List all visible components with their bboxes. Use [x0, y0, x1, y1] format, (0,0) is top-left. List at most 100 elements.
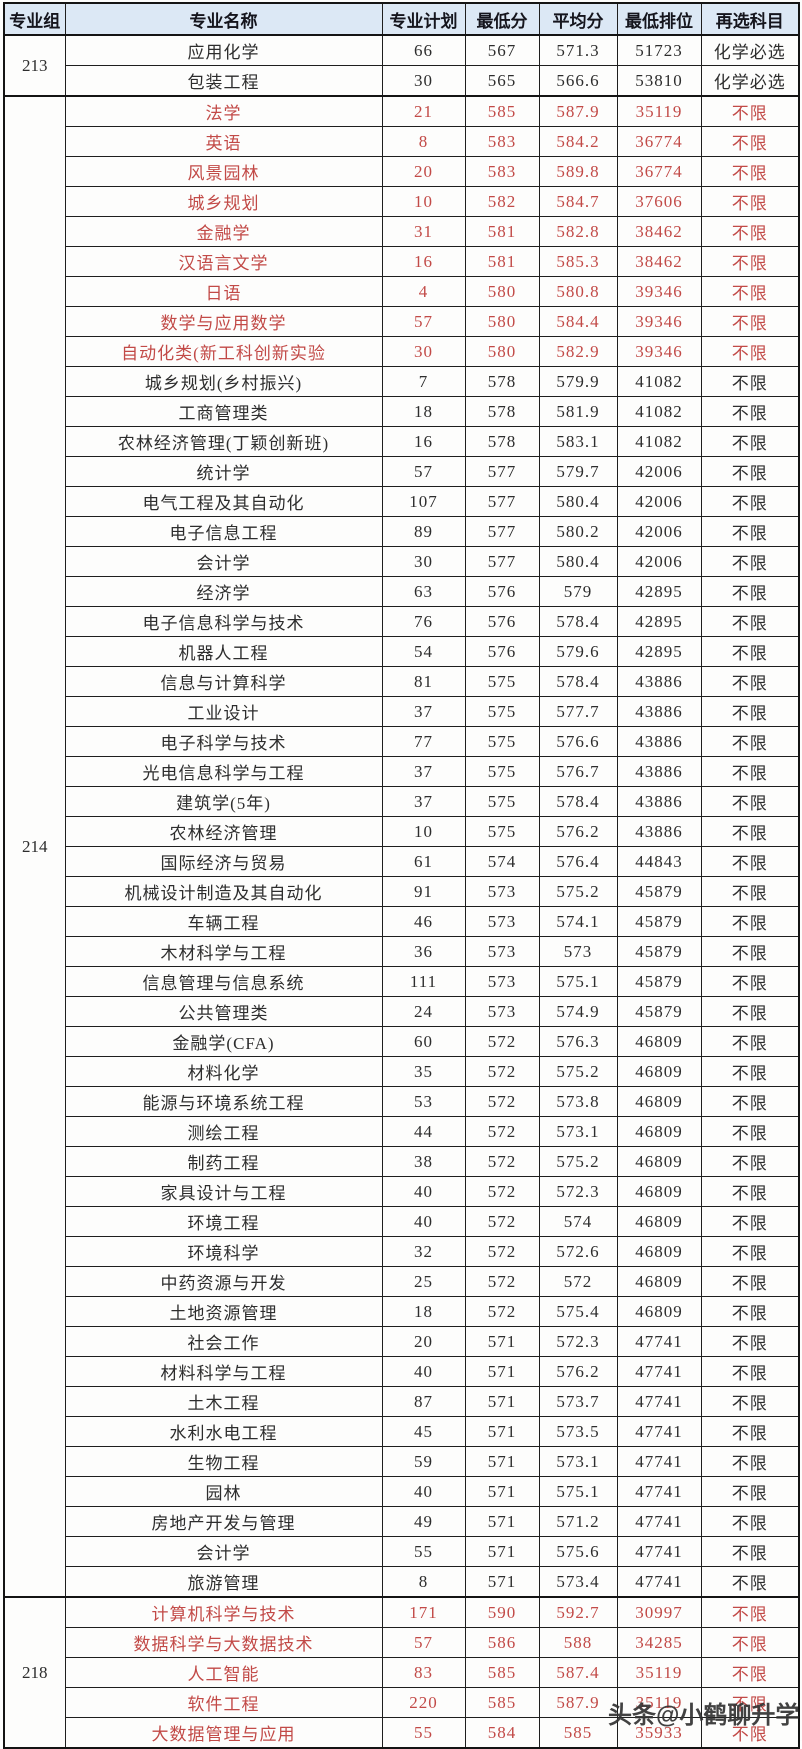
- cell-min-score: 571: [464, 1536, 540, 1567]
- cell-subject: 不限: [700, 126, 800, 157]
- cell-min-rank: 46809: [616, 1056, 702, 1087]
- column-header-group: 专业组: [3, 2, 66, 36]
- cell-major: 社会工作: [64, 1326, 383, 1357]
- cell-avg-score: 589.8: [538, 156, 618, 187]
- cell-avg-score: 573: [538, 936, 618, 967]
- cell-min-score: 578: [464, 366, 540, 397]
- cell-plan: 40: [381, 1476, 466, 1507]
- cell-min-rank: 42895: [616, 636, 702, 667]
- table-body: 213 应用化学 66 567 571.3 51723 化学必选 包装工程 30 565 566.6…: [3, 34, 800, 1749]
- cell-major: 人工智能: [64, 1657, 383, 1688]
- cell-plan: 55: [381, 1717, 466, 1749]
- cell-major: 机器人工程: [64, 636, 383, 667]
- cell-plan: 87: [381, 1386, 466, 1417]
- cell-min-rank: 42006: [616, 546, 702, 577]
- cell-subject: 不限: [700, 1566, 800, 1598]
- cell-min-rank: 46809: [616, 1296, 702, 1327]
- cell-plan: 49: [381, 1506, 466, 1537]
- cell-plan: 20: [381, 1326, 466, 1357]
- cell-min-score: 577: [464, 516, 540, 547]
- table-row: 人工智能 83 585 587.4 35119 不限: [4, 1657, 800, 1688]
- table-row: 213 应用化学 66 567 571.3 51723 化学必选: [3, 34, 800, 97]
- group-id-cell: 213: [3, 34, 66, 97]
- cell-min-rank: 47741: [616, 1566, 702, 1598]
- cell-plan: 8: [381, 1566, 466, 1598]
- cell-min-score: 572: [464, 1266, 540, 1297]
- cell-avg-score: 587.9: [538, 95, 618, 127]
- cell-min-rank: 34285: [616, 1627, 702, 1658]
- cell-subject: 不限: [700, 1146, 800, 1177]
- cell-avg-score: 575.4: [538, 1296, 618, 1327]
- cell-min-score: 585: [464, 1687, 540, 1718]
- cell-avg-score: 572: [538, 1266, 618, 1297]
- cell-major: 软件工程: [64, 1687, 383, 1718]
- cell-avg-score: 574.9: [538, 996, 618, 1027]
- cell-min-rank: 47741: [616, 1326, 702, 1357]
- cell-min-rank: 47741: [616, 1476, 702, 1507]
- cell-min-score: 577: [464, 456, 540, 487]
- cell-plan: 220: [381, 1687, 466, 1718]
- table-row: 数据科学与大数据技术 57 586 588 34285 不限: [4, 1627, 800, 1658]
- cell-major: 环境科学: [64, 1236, 383, 1267]
- cell-min-rank: 43886: [616, 726, 702, 757]
- cell-avg-score: 584.4: [538, 306, 618, 337]
- table-row: 经济学 63 576 579 42895 不限: [4, 576, 800, 607]
- cell-min-rank: 45879: [616, 876, 702, 907]
- cell-avg-score: 576.2: [538, 1356, 618, 1387]
- cell-min-rank: 35119: [616, 1657, 702, 1688]
- cell-major: 材料科学与工程: [64, 1356, 383, 1387]
- cell-min-score: 575: [464, 786, 540, 817]
- cell-min-rank: 46809: [616, 1176, 702, 1207]
- cell-min-score: 581: [464, 216, 540, 247]
- cell-min-score: 578: [464, 396, 540, 427]
- table-header: 专业组 专业名称 专业计划 最低分 平均分 最低排位 再选科目: [3, 2, 800, 36]
- cell-major: 会计学: [64, 1536, 383, 1567]
- cell-min-score: 577: [464, 546, 540, 577]
- cell-min-score: 585: [464, 1657, 540, 1688]
- cell-major: 自动化类(新工科创新实验: [64, 336, 383, 367]
- cell-min-rank: 46809: [616, 1146, 702, 1177]
- cell-min-rank: 43886: [616, 786, 702, 817]
- cell-min-rank: 53810: [616, 65, 702, 97]
- cell-subject: 不限: [700, 1386, 800, 1417]
- cell-subject: 不限: [700, 576, 800, 607]
- cell-min-rank: 36774: [616, 156, 702, 187]
- cell-min-rank: 41082: [616, 396, 702, 427]
- cell-avg-score: 579.7: [538, 456, 618, 487]
- cell-min-rank: 46809: [616, 1026, 702, 1057]
- cell-avg-score: 585: [538, 1717, 618, 1749]
- cell-avg-score: 576.6: [538, 726, 618, 757]
- cell-plan: 57: [381, 1627, 466, 1658]
- cell-subject: 不限: [700, 456, 800, 487]
- cell-min-score: 571: [464, 1446, 540, 1477]
- cell-avg-score: 584.7: [538, 186, 618, 217]
- cell-major: 制药工程: [64, 1146, 383, 1177]
- cell-min-score: 565: [464, 65, 540, 97]
- cell-major: 环境工程: [64, 1206, 383, 1237]
- cell-subject: 不限: [700, 186, 800, 217]
- cell-major: 国际经济与贸易: [64, 846, 383, 877]
- cell-major: 包装工程: [64, 65, 383, 97]
- cell-subject: 不限: [700, 1657, 800, 1688]
- cell-min-score: 575: [464, 756, 540, 787]
- cell-min-score: 585: [464, 95, 540, 127]
- cell-min-score: 571: [464, 1566, 540, 1598]
- cell-plan: 16: [381, 246, 466, 277]
- cell-avg-score: 580.4: [538, 546, 618, 577]
- cell-min-score: 575: [464, 726, 540, 757]
- cell-avg-score: 580.4: [538, 486, 618, 517]
- cell-subject: 不限: [700, 996, 800, 1027]
- cell-major: 城乡规划(乡村振兴): [64, 366, 383, 397]
- cell-subject: 不限: [700, 95, 800, 127]
- table-row: 风景园林 20 583 589.8 36774 不限: [4, 156, 800, 187]
- cell-subject: 不限: [700, 336, 800, 367]
- table-row: 家具设计与工程 40 572 572.3 46809 不限: [4, 1176, 800, 1207]
- cell-subject: 不限: [700, 426, 800, 457]
- cell-min-score: 572: [464, 1146, 540, 1177]
- cell-plan: 20: [381, 156, 466, 187]
- cell-avg-score: 573.5: [538, 1416, 618, 1447]
- cell-avg-score: 573.8: [538, 1086, 618, 1117]
- cell-avg-score: 573.1: [538, 1116, 618, 1147]
- table-row: 金融学 31 581 582.8 38462 不限: [4, 216, 800, 247]
- cell-min-rank: 46809: [616, 1266, 702, 1297]
